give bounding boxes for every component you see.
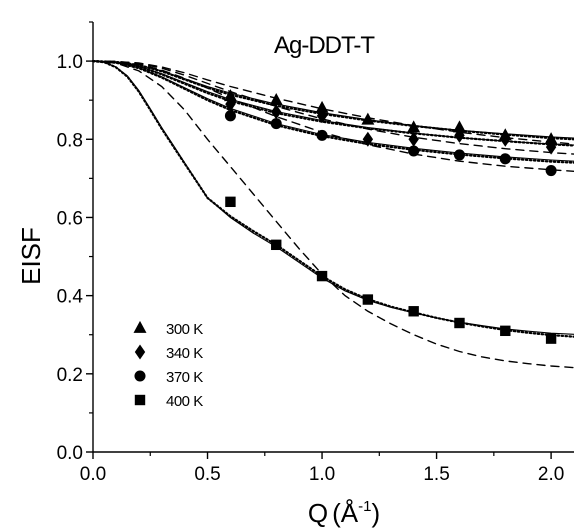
x-tick-label: 0.5: [194, 464, 220, 485]
data-point-diamond: [316, 108, 328, 124]
x-axis-label-main: Q: [308, 498, 328, 528]
y-axis-label: EISF: [16, 227, 46, 285]
data-point-square: [500, 325, 511, 337]
y-tick-label: 0.0: [57, 443, 83, 464]
data-point-circle: [224, 110, 236, 122]
data-point-triangle: [544, 132, 558, 145]
y-tick-label: 0.6: [57, 208, 83, 229]
data-point-circle: [545, 165, 557, 177]
fit-line-dashed-circle: [92, 60, 574, 172]
legend-label: 400 K: [166, 393, 203, 410]
data-markers: [223, 89, 558, 344]
y-tick-label: 1.0: [57, 52, 83, 73]
legend: 300 K 340 K 370 K 400 K: [133, 320, 204, 410]
data-point-triangle: [223, 89, 237, 102]
legend-label: 370 K: [166, 369, 203, 386]
legend-marker-circle: [134, 370, 146, 382]
axes: 0.0 0.5 1.0 1.5 2.0 0.0 0.2 0.4 0.6 0.8 1.0: [57, 21, 574, 485]
data-point-circle: [453, 149, 466, 161]
x-tick-label: 2.0: [538, 464, 564, 485]
x-axis-label-sup: -1: [358, 498, 371, 515]
fit-line-solid-square: [92, 60, 574, 335]
data-point-diamond: [271, 104, 282, 120]
fit-line-solid-triangle: [92, 60, 574, 139]
chart-title: Ag-DDT-T: [274, 32, 375, 59]
data-point-circle: [270, 118, 282, 130]
data-point-square: [362, 294, 374, 305]
data-point-triangle: [452, 120, 466, 133]
y-tick-label: 0.8: [57, 130, 83, 151]
y-tick-label: 0.2: [57, 365, 83, 386]
x-tick-label: 1.5: [423, 464, 449, 485]
data-point-square: [454, 317, 465, 329]
x-axis-label-open: (Å: [332, 498, 359, 528]
x-axis-label-close: ): [371, 498, 380, 528]
data-point-triangle: [315, 100, 329, 113]
x-tick-label: 0.0: [80, 464, 106, 485]
data-point-square: [225, 196, 236, 208]
fit-line-dotted-triangle: [91, 60, 574, 141]
legend-label: 340 K: [166, 345, 203, 362]
data-point-square: [271, 239, 282, 251]
data-point-circle: [499, 153, 511, 165]
legend-marker-triangle: [133, 320, 147, 333]
data-point-square: [545, 333, 557, 344]
x-ticks: 0.0 0.5 1.0 1.5 2.0: [80, 452, 564, 485]
data-point-triangle: [361, 112, 375, 125]
y-tick-label: 0.4: [57, 287, 84, 308]
data-point-square: [408, 306, 419, 317]
data-point-diamond: [454, 127, 465, 143]
y-ticks: 0.0 0.2 0.4 0.6 0.8 1.0: [57, 21, 93, 464]
data-point-diamond: [545, 139, 557, 155]
legend-label: 300 K: [166, 321, 203, 338]
x-tick-label: 1.0: [309, 464, 335, 485]
data-point-square: [316, 270, 328, 282]
data-point-triangle: [407, 120, 421, 133]
data-point-circle: [408, 145, 420, 157]
legend-marker-square: [134, 394, 146, 406]
data-point-triangle: [269, 93, 283, 106]
data-point-diamond: [225, 96, 236, 112]
data-point-diamond: [362, 131, 374, 147]
data-point-diamond: [500, 131, 511, 147]
fit-line-dotted-square: [91, 60, 574, 338]
x-axis-label: Q (Å-1): [308, 498, 380, 528]
data-point-circle: [316, 129, 328, 141]
legend-marker-diamond: [134, 344, 146, 360]
data-point-diamond: [408, 131, 419, 147]
